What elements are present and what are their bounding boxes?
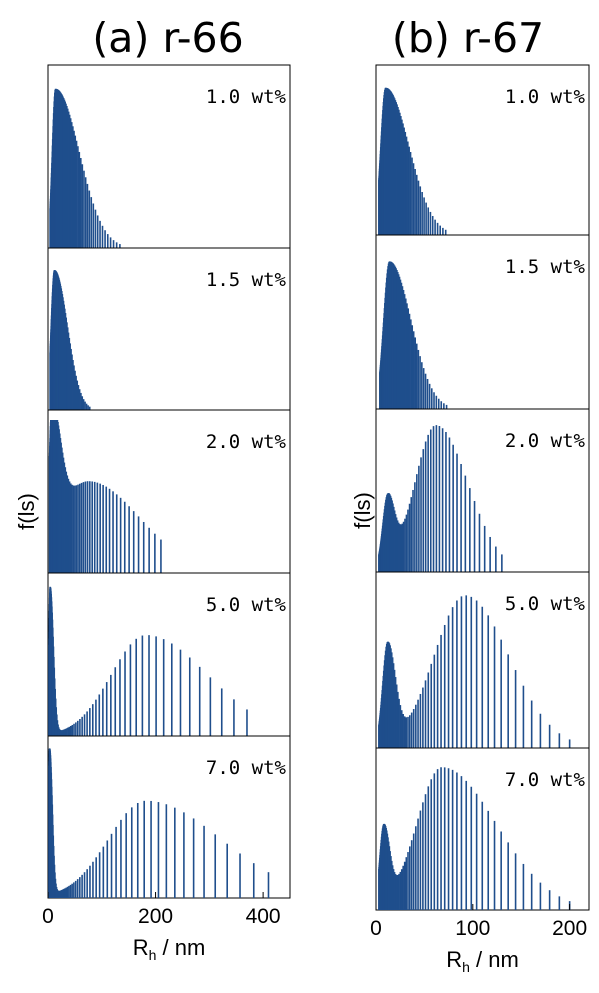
panel-concentration-label: 5.0 wt% — [505, 593, 586, 615]
chart-title: (a) r-66 — [92, 14, 243, 62]
chart-title: (b) r-67 — [392, 14, 544, 62]
x-axis-label-unit: / nm — [156, 935, 205, 960]
y-axis-label: f(ls) — [350, 492, 375, 529]
panel-2: 1.5 wt% — [375, 234, 590, 410]
panel-concentration-label: 2.0 wt% — [505, 430, 586, 452]
panel-frame — [47, 64, 291, 249]
panel-1: 1.0 wt% — [47, 64, 291, 249]
x-axis-label-main: R — [133, 935, 149, 960]
y-axis-label: f(ls) — [14, 493, 39, 530]
panel-1: 1.0 wt% — [375, 64, 590, 236]
panel-concentration-label: 1.0 wt% — [206, 86, 287, 108]
panel-concentration-label: 2.0 wt% — [206, 431, 287, 453]
panel-concentration-label: 7.0 wt% — [206, 757, 287, 779]
panel-frame — [47, 572, 291, 737]
x-axis-label: Rh / nm — [446, 947, 519, 975]
panel-concentration-label: 7.0 wt% — [505, 769, 586, 791]
x-axis-label-subscript: h — [462, 959, 470, 975]
panel-2: 1.5 wt% — [47, 247, 291, 411]
panel-4: 5.0 wt% — [375, 571, 590, 749]
panel-concentration-label: 5.0 wt% — [206, 594, 287, 616]
panel-3: 2.0 wt% — [375, 408, 590, 573]
x-tick-label: 200 — [138, 905, 173, 928]
panel-concentration-label: 1.0 wt% — [505, 86, 586, 108]
x-tick-label: 0 — [370, 917, 382, 940]
panel-concentration-label: 1.5 wt% — [505, 256, 586, 278]
x-tick-label: 400 — [246, 905, 281, 928]
panel-5: 7.0 wt% — [375, 747, 590, 911]
x-axis-label-subscript: h — [149, 947, 157, 963]
panel-concentration-label: 1.5 wt% — [206, 269, 287, 291]
panel-frame — [47, 247, 291, 411]
x-axis-label-main: R — [446, 947, 462, 972]
panel-4: 5.0 wt% — [47, 572, 291, 737]
panel-3: 2.0 wt% — [47, 409, 291, 574]
x-tick-label: 100 — [455, 917, 490, 940]
panel-frame — [47, 735, 291, 899]
x-axis-label: Rh / nm — [133, 935, 206, 963]
panel-5: 7.0 wt% — [47, 735, 291, 899]
x-axis-label-unit: / nm — [470, 947, 519, 972]
x-tick-label: 0 — [42, 905, 54, 928]
x-tick-label: 200 — [552, 917, 587, 940]
